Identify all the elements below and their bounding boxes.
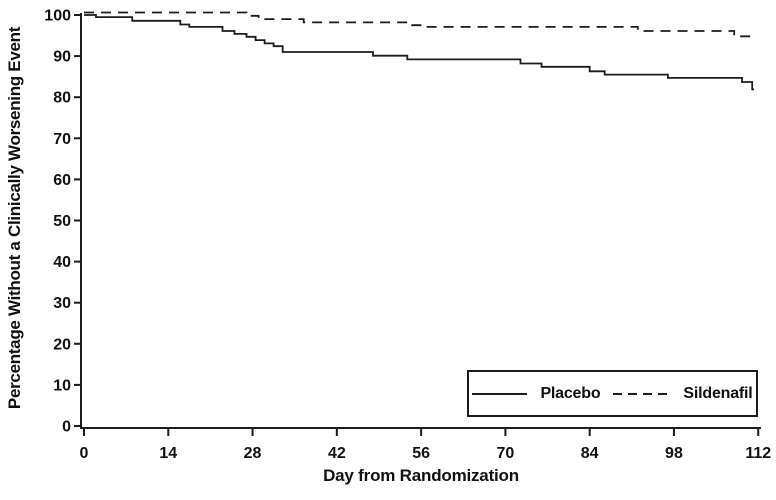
series-line-sildenafil <box>84 11 753 38</box>
y-tick-label: 70 <box>53 131 71 148</box>
y-tick-label: 30 <box>53 295 71 312</box>
y-tick-label: 40 <box>53 254 71 271</box>
y-tick-label: 20 <box>53 336 71 353</box>
y-tick-label: 10 <box>53 377 71 394</box>
legend-placebo-label: Placebo <box>540 384 601 402</box>
series-line-placebo <box>84 14 754 91</box>
x-tick-label: 28 <box>244 445 262 462</box>
y-tick-label: 90 <box>53 49 71 66</box>
legend-placebo-line-swatch <box>472 392 528 395</box>
legend-sildenafil-label: Sildenafil <box>683 384 753 402</box>
y-axis-label: Percentage Without a Clinically Worsenin… <box>5 26 24 410</box>
x-tick-label: 112 <box>745 445 771 462</box>
x-axis-label: Day from Randomization <box>323 466 519 485</box>
x-tick-label: 70 <box>497 445 515 462</box>
y-tick-label: 80 <box>53 90 71 107</box>
y-tick-label: 100 <box>44 8 71 25</box>
x-tick-label: 42 <box>328 445 346 462</box>
y-tick-label: 60 <box>53 172 71 189</box>
legend-sildenafil-line-swatch <box>613 392 671 395</box>
legend: Placebo Sildenafil <box>467 370 758 417</box>
x-tick-label: 14 <box>159 445 177 462</box>
x-tick-label: 0 <box>80 445 89 462</box>
y-tick-label: 0 <box>62 419 71 436</box>
y-tick-label: 50 <box>53 213 71 230</box>
x-tick-label: 84 <box>581 445 599 462</box>
x-tick-label: 98 <box>665 445 683 462</box>
x-tick-label: 56 <box>412 445 430 462</box>
